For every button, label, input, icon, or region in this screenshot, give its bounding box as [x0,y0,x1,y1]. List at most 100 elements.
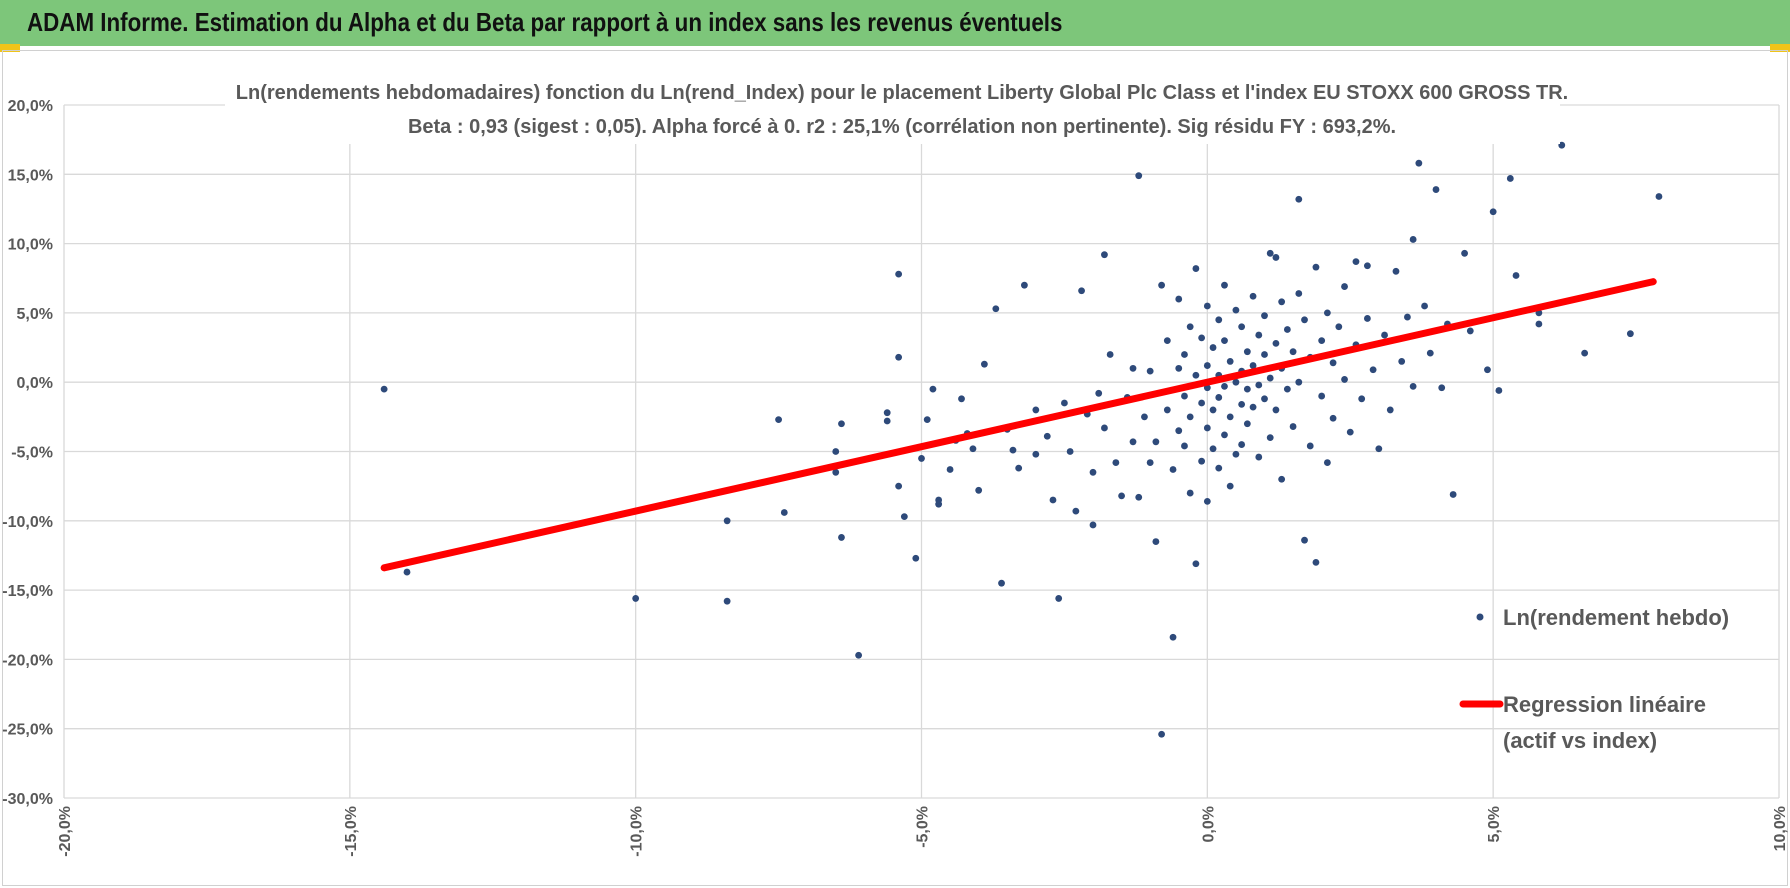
y-tick-label: -30,0% [2,791,53,808]
data-point [1386,406,1394,414]
data-point [1232,306,1240,314]
data-point [1323,459,1331,466]
data-point [1146,367,1154,375]
data-point [883,417,891,425]
y-tick-label: 15,0% [8,167,53,184]
legend-line-label: Regression linéaire [1503,692,1706,717]
data-point [1266,249,1274,257]
grid-lines [63,104,1780,799]
data-point [1255,331,1263,339]
data-point [1301,536,1308,544]
legend: Ln(rendement hebdo) Regression linéaire … [1459,605,1729,753]
data-point [632,595,640,602]
data-point [1243,420,1251,428]
data-point [1078,287,1085,295]
chart-subtitle: Beta : 0,93 (sigest : 0,05). Alpha forcé… [408,116,1396,138]
data-point [1101,251,1108,259]
x-tick-label: -10,0% [629,806,646,857]
data-point [900,513,908,521]
data-point [1112,459,1120,466]
data-point [1192,371,1200,379]
data-point [723,597,731,605]
data-point [1243,385,1251,393]
data-point [1626,330,1634,338]
data-point [1495,387,1503,394]
data-point [1089,521,1097,529]
data-point [1175,427,1183,435]
data-point [1192,265,1200,272]
data-points [380,141,1663,738]
data-point [1255,381,1263,389]
data-point [1192,560,1200,568]
data-point [1329,359,1337,367]
data-point [1289,348,1297,356]
data-point [1215,316,1223,324]
x-tick-label: -15,0% [343,806,360,857]
data-point [1175,295,1183,303]
data-point [1449,491,1457,498]
data-point [1238,323,1246,331]
data-point [775,416,782,424]
data-point [1072,507,1080,515]
data-point [1283,385,1291,393]
data-point [403,568,411,576]
x-tick-label: 0,0% [1200,806,1217,842]
data-point [883,409,891,417]
regression-line [380,278,1657,572]
x-axis-ticks: -20,0% -15,0% -10,0% -5,0% 0,0% 5,0% 10,0% [57,806,1789,857]
data-point [1295,378,1303,386]
data-point [918,455,925,462]
data-point [380,385,388,393]
data-point [1226,358,1234,365]
data-point [1255,453,1263,461]
data-point [1186,323,1194,331]
data-point [1203,497,1211,505]
data-point [1158,730,1165,738]
x-tick-label: -20,0% [57,806,74,857]
data-point [1066,448,1074,455]
data-point [1215,464,1223,472]
data-point [1135,493,1143,501]
data-point [832,468,840,476]
data-point [1346,428,1354,436]
data-point [1558,141,1566,149]
data-point [838,534,845,541]
data-point [1221,281,1228,289]
data-point [1198,334,1206,342]
data-point [1655,193,1663,200]
title-background [225,76,1560,144]
data-point [1186,413,1194,421]
data-point [1118,492,1125,500]
data-point [895,353,903,361]
data-point [1261,312,1268,320]
data-point [1169,466,1177,473]
data-point [1295,195,1303,203]
data-point [1226,482,1234,490]
legend-line-label-2: (actif vs index) [1503,728,1657,753]
data-point [1341,376,1348,383]
data-point [912,554,920,562]
data-point [1249,403,1257,411]
header-bar: ADAM Informe. Estimation du Alpha et du … [0,0,1790,48]
data-point [1272,339,1280,347]
header-accent-right [1770,44,1790,52]
data-point [1209,445,1217,453]
data-point [1398,358,1406,365]
data-point [1152,438,1160,446]
data-point [1055,595,1063,602]
regression-line-group [380,278,1657,572]
data-point [895,482,903,490]
data-point [1221,337,1228,345]
x-tick-label: 10,0% [1772,806,1789,851]
y-tick-label: 10,0% [8,237,53,254]
data-point [1318,337,1326,345]
y-tick-label: -15,0% [2,583,53,600]
data-point [1512,272,1520,279]
data-point [1506,175,1514,182]
data-point [1392,267,1400,275]
data-point [895,270,903,278]
data-point [838,420,845,428]
data-point [1375,445,1383,453]
data-point [1135,172,1143,180]
